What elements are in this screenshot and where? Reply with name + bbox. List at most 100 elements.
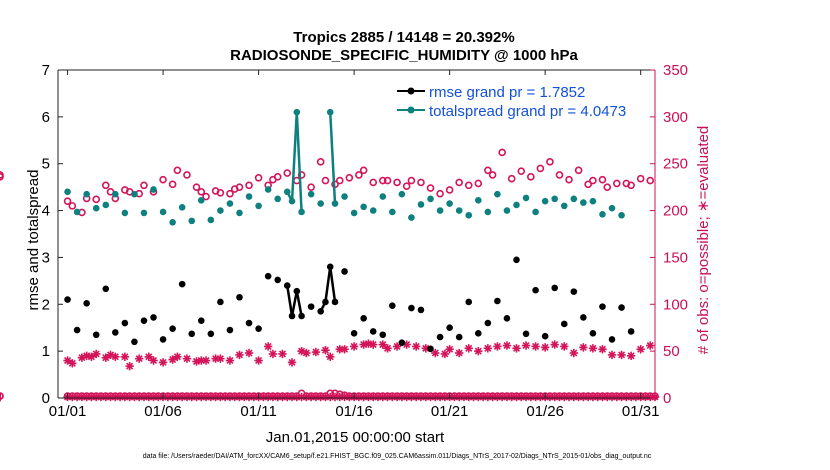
obs-evaluated-point (617, 350, 626, 360)
obs-possible-zero-point (226, 392, 234, 400)
obs-possible-point (589, 176, 597, 185)
totalspread-point (159, 208, 167, 216)
y-tick-label: 6 (42, 109, 50, 126)
obs-possible-zero-point (283, 392, 292, 400)
obs-possible-zero-point (507, 392, 516, 400)
rmse-point (369, 328, 377, 335)
obs-possible-zero-point (493, 392, 502, 400)
obs-possible-zero-point (331, 389, 339, 398)
x-axis-label: Jan.01,2015 00:00:00 start (266, 429, 445, 446)
y-tick-label: 7 (42, 62, 50, 79)
totalspread-point (298, 208, 305, 216)
obs-possible-zero-point (464, 392, 473, 400)
obs-possible-zero-point (259, 392, 268, 400)
x-tick-label: 01/01 (49, 403, 87, 420)
rmse-point (608, 336, 616, 343)
x-tick-label: 01/06 (144, 403, 182, 420)
obs-possible-zero-point (417, 392, 425, 400)
totalspread-point (494, 190, 501, 198)
obs-possible-point (0, 171, 4, 179)
obs-possible-point (307, 183, 315, 191)
rmse-line-segment (295, 290, 303, 317)
obs-evaluated-point (412, 342, 421, 351)
obs-evaluated-point (560, 342, 569, 351)
obs-possible-zero-point (250, 392, 258, 400)
obs-evaluated-point (598, 345, 607, 354)
obs-possible-zero-point (121, 392, 129, 400)
totalspread-point (140, 209, 148, 217)
totalspread-point (131, 190, 138, 198)
totalspread-point (169, 218, 176, 226)
totalspread-point (389, 208, 396, 216)
obs-possible-point (359, 166, 368, 175)
rmse-point (560, 320, 568, 328)
rmse-point (427, 345, 434, 353)
obs-possible-zero-point (536, 392, 545, 400)
obs-possible-zero-point (474, 392, 483, 400)
obs-possible-point (63, 197, 72, 205)
rmse-point (298, 312, 305, 320)
rmse-point (627, 328, 635, 335)
obs-possible-point (168, 180, 177, 189)
obs-possible-point (436, 189, 444, 198)
obs-possible-point (474, 179, 483, 188)
obs-possible-zero-point (431, 392, 440, 400)
rmse-point (245, 319, 253, 327)
obs-possible-zero-point (97, 392, 105, 400)
totalspread-point (178, 203, 186, 211)
obs-possible-zero-point (116, 392, 124, 400)
data-file-footer: data file: /Users/raeder/DAI/ATM_forcXX/… (143, 453, 652, 460)
totalspread-point (379, 193, 387, 200)
rmse-point (293, 287, 301, 295)
y-axis-right-label: # of obs: o=possible; ∗=evaluated (695, 126, 712, 355)
totalspread-point (455, 207, 463, 214)
obs-possible-zero-point (211, 392, 220, 400)
obs-possible-point (598, 175, 607, 184)
obs-possible-zero-point (627, 392, 635, 400)
obs-possible-point (612, 179, 621, 188)
totalspread-point (551, 195, 559, 203)
obs-possible-zero-point (73, 392, 81, 400)
obs-possible-point (555, 171, 564, 179)
obs-evaluated-point (125, 361, 134, 371)
obs-possible-point (283, 169, 292, 177)
obs-possible-zero-point (589, 392, 597, 400)
x-tick-label: 01/26 (526, 403, 564, 420)
totalspread-point (217, 207, 224, 214)
totalspread-point (417, 201, 425, 208)
chart-title: Tropics 2885 / 14148 = 20.392% (293, 29, 514, 46)
obs-possible-zero-point (565, 392, 573, 400)
totalspread-point (608, 204, 616, 212)
rmse-point (226, 326, 234, 334)
obs-evaluated-point (646, 341, 655, 350)
obs-evaluated-point (244, 348, 254, 358)
rmse-point (436, 333, 444, 341)
totalspread-point (102, 201, 110, 209)
totalspread-point (188, 217, 196, 225)
obs-evaluated-point (531, 342, 540, 351)
obs-evaluated-point (149, 356, 158, 365)
obs-possible-point (197, 188, 206, 196)
obs-evaluated-point (369, 340, 378, 349)
obs-possible-zero-point (68, 392, 77, 400)
rmse-point (484, 319, 492, 327)
totalspread-point (474, 196, 482, 204)
obs-possible-zero-point (546, 392, 554, 400)
obs-possible-point (546, 158, 554, 166)
obs-possible-zero-point (278, 392, 287, 400)
rmse-point (178, 280, 186, 288)
totalspread-point (64, 188, 71, 196)
obs-evaluated-point (636, 345, 645, 354)
obs-possible-zero-point (512, 392, 521, 400)
obs-possible-zero-point (503, 392, 511, 400)
obs-possible-zero-point (140, 392, 148, 400)
obs-possible-zero-point (584, 392, 592, 400)
obs-evaluated-point (111, 352, 120, 361)
obs-possible-zero-point (264, 392, 272, 400)
obs-possible-zero-point (517, 392, 526, 400)
obs-possible-point (603, 183, 612, 191)
rmse-point (188, 330, 196, 338)
obs-evaluated-point (268, 349, 278, 359)
rmse-point (102, 285, 110, 293)
rmse-point (283, 282, 291, 289)
